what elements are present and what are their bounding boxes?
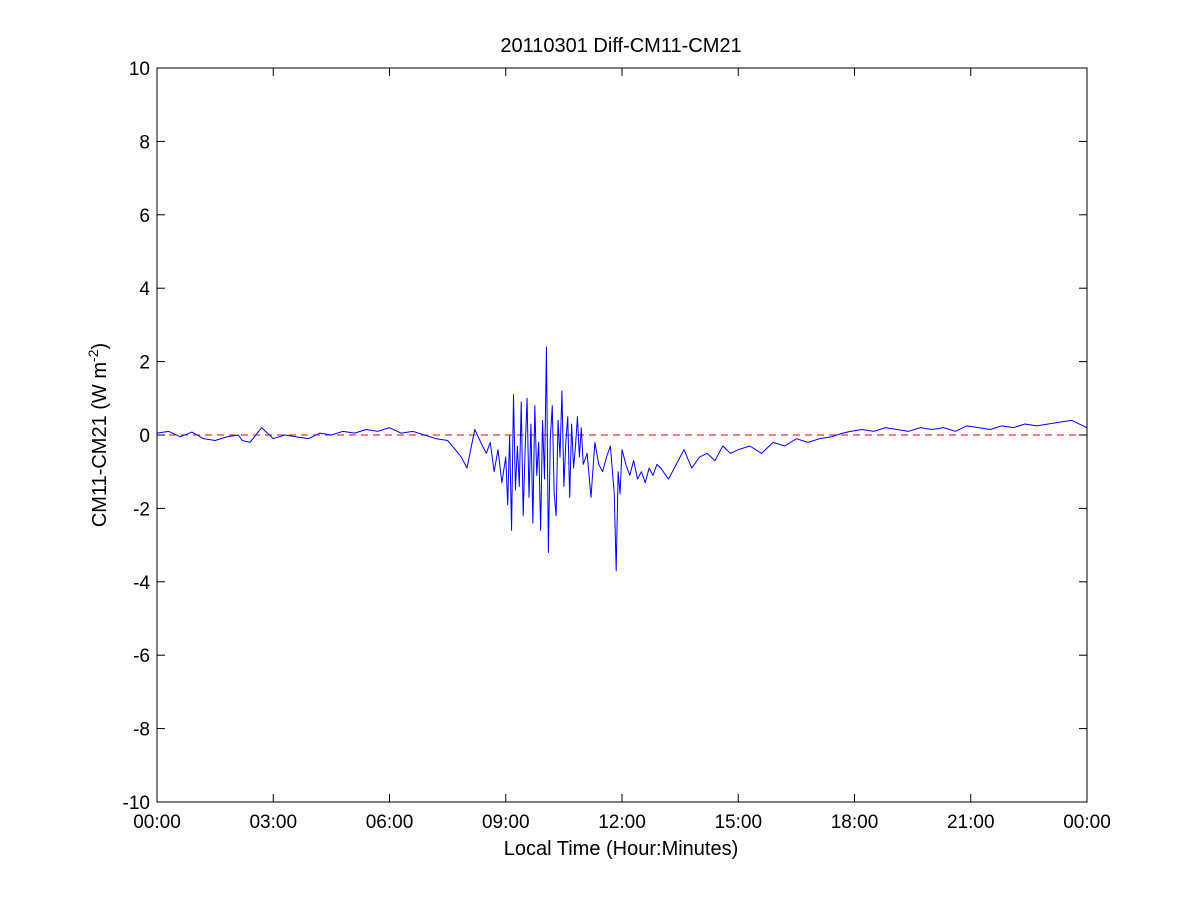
y-axis-title-superscript: -2: [85, 349, 101, 362]
x-tick-label: 03:00: [249, 812, 297, 833]
x-tick-label: 21:00: [947, 812, 995, 833]
x-tick-label: 12:00: [598, 812, 646, 833]
y-tick-label: 4: [139, 279, 150, 300]
x-tick-label: 18:00: [831, 812, 879, 833]
y-tick-label: -10: [123, 793, 150, 814]
y-tick-label: -4: [133, 573, 150, 594]
series-line-0: [156, 346, 1088, 572]
y-tick-label: 8: [139, 132, 150, 153]
y-tick-label: -8: [133, 720, 150, 741]
y-tick-label: -2: [133, 499, 150, 520]
x-tick-label: 00:00: [1063, 812, 1111, 833]
y-axis-title: CM11-CM21 (W m-2): [85, 343, 111, 527]
y-tick-label: 0: [139, 426, 150, 447]
x-tick-label: 15:00: [714, 812, 762, 833]
y-tick-label: 6: [139, 206, 150, 227]
y-tick-label: 2: [139, 353, 150, 374]
x-tick-label: 00:00: [133, 812, 181, 833]
y-axis-title-suffix: ): [89, 343, 111, 350]
ticks-layer: 00:00 03:00 06:00 09:00 12:00 15:00 18:00 21:00…: [123, 59, 1111, 833]
chart-title: 20110301 Diff-CM11-CM21: [500, 35, 741, 57]
x-tick-label: 09:00: [482, 812, 530, 833]
y-tick-label: -6: [133, 646, 150, 667]
plot-layer: [156, 346, 1088, 572]
y-tick-label: 10: [129, 59, 150, 80]
x-axis-title: Local Time (Hour:Minutes): [504, 838, 739, 860]
x-tick-label: 06:00: [366, 812, 414, 833]
y-axis-title-prefix: CM11-CM21 (W m: [89, 362, 111, 527]
